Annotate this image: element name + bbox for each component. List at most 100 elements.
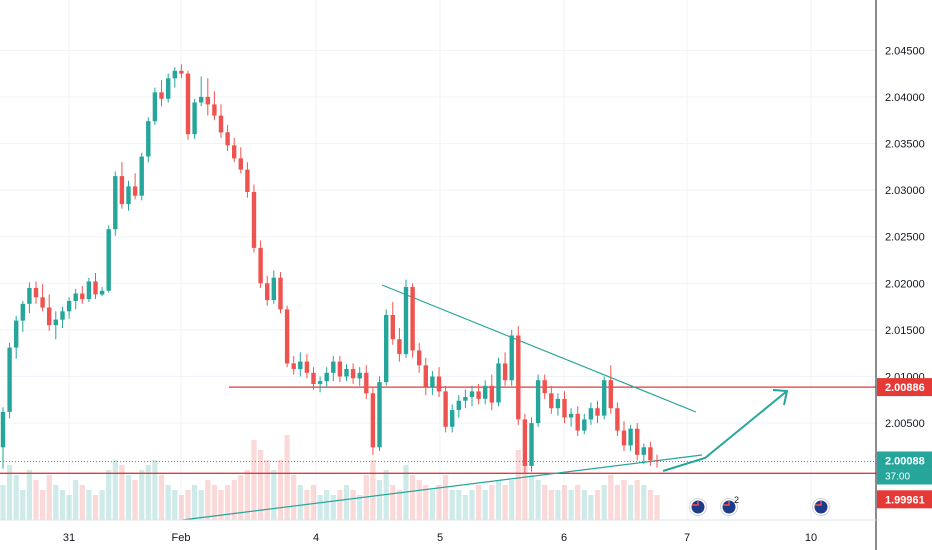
- volume-bar: [218, 490, 224, 520]
- candle-body: [212, 104, 217, 116]
- volume-bar: [614, 485, 620, 520]
- time-axis[interactable]: 31 Feb 4 5 6 7 10: [0, 519, 876, 544]
- candle-body: [403, 287, 409, 355]
- candle-body: [271, 277, 276, 301]
- candle-body: [602, 380, 607, 416]
- volume-bars: [0, 435, 660, 520]
- volume-bar: [284, 435, 290, 520]
- candle-body: [529, 423, 534, 466]
- candle-body: [126, 186, 131, 205]
- candle-body: [245, 169, 250, 192]
- volume-bar: [390, 485, 396, 520]
- time-tick-label: 5: [437, 532, 443, 544]
- horizontal-levels[interactable]: [0, 386, 876, 474]
- price-tick-label: 2.00500: [885, 418, 925, 430]
- event-flag-icon-cross: [723, 501, 730, 506]
- candle-body: [132, 186, 138, 196]
- candle-body: [595, 408, 600, 416]
- projection-arrow-path[interactable]: [662, 390, 788, 472]
- volume-bar: [555, 490, 561, 520]
- volume-bar: [509, 480, 515, 520]
- candle-body: [390, 315, 395, 340]
- candle-body: [469, 391, 475, 397]
- volume-bar: [33, 480, 39, 520]
- price-axis[interactable]: 2.04500 2.04000 2.03500 2.03000 2.02500 2.020…: [875, 0, 932, 550]
- candle-body: [648, 447, 653, 461]
- candle-body: [654, 460, 660, 462]
- candle-body: [205, 96, 210, 105]
- descending-trendline[interactable]: [381, 284, 697, 413]
- volume-bar: [429, 490, 435, 520]
- candle-body: [582, 419, 587, 431]
- candle-body: [232, 145, 237, 159]
- volume-bar: [476, 485, 482, 520]
- candle-body: [93, 281, 98, 295]
- volume-bar: [423, 485, 429, 520]
- event-count-badge: 2: [734, 495, 739, 505]
- candle-body: [549, 393, 554, 409]
- volume-bar: [370, 460, 376, 520]
- volume-bar: [258, 450, 264, 520]
- candle-body: [238, 158, 243, 170]
- volume-bar: [291, 475, 297, 520]
- support-price-tag-text: 1.99961: [885, 494, 925, 506]
- volume-bar: [469, 490, 475, 520]
- volume-bar: [86, 490, 92, 520]
- candle-body: [562, 398, 567, 418]
- volume-bar: [628, 485, 634, 520]
- trend-drawings[interactable]: [181, 284, 789, 521]
- candle-body: [615, 408, 620, 431]
- volume-bar: [178, 495, 184, 520]
- candle-body: [291, 363, 296, 369]
- candle-body: [463, 397, 468, 401]
- candle-body: [265, 283, 270, 301]
- candle-body: [53, 319, 58, 326]
- candle-body: [119, 176, 125, 205]
- volume-bar: [436, 485, 442, 520]
- candle-body: [20, 303, 25, 321]
- candle-body: [370, 393, 376, 448]
- price-tick-label: 2.01500: [885, 325, 925, 337]
- volume-bar: [634, 480, 640, 520]
- candle-body: [47, 307, 52, 326]
- volume-bar: [528, 475, 535, 520]
- volume-bar: [594, 490, 601, 520]
- candle-body: [377, 382, 382, 448]
- price-tick-label: 2.04500: [885, 45, 925, 57]
- volume-bar: [172, 490, 178, 520]
- volume-bar: [119, 465, 125, 520]
- volume-bar: [561, 485, 568, 520]
- volume-bar: [53, 485, 59, 520]
- candle-body: [575, 413, 580, 431]
- volume-bar: [310, 485, 317, 520]
- volume-bar: [225, 485, 231, 520]
- event-markers[interactable]: 2: [689, 495, 830, 516]
- candle-body: [199, 96, 204, 103]
- ascending-trendline[interactable]: [181, 454, 703, 521]
- time-tick-label: 10: [805, 532, 817, 544]
- volume-bar: [621, 480, 627, 520]
- volume-bar: [337, 490, 343, 520]
- volume-bar: [79, 485, 85, 520]
- volume-bar: [106, 470, 112, 520]
- candle-body: [139, 156, 144, 196]
- candle-body: [384, 315, 389, 383]
- volume-bar: [297, 485, 303, 520]
- volume-bar: [66, 495, 72, 520]
- candle-body: [516, 335, 521, 420]
- resistance-price-tag: [877, 378, 932, 397]
- candle-body: [364, 372, 369, 394]
- candle-body: [284, 309, 290, 364]
- volume-bar: [482, 490, 488, 520]
- volume-bar: [515, 450, 521, 520]
- time-tick-label: 7: [684, 532, 690, 544]
- time-tick-label: 4: [313, 532, 319, 544]
- candle-body: [628, 428, 633, 446]
- candle-body: [417, 350, 422, 366]
- candle-body: [568, 413, 574, 418]
- candle-body: [106, 229, 111, 291]
- candle-body: [635, 428, 640, 455]
- volume-bar: [0, 485, 6, 520]
